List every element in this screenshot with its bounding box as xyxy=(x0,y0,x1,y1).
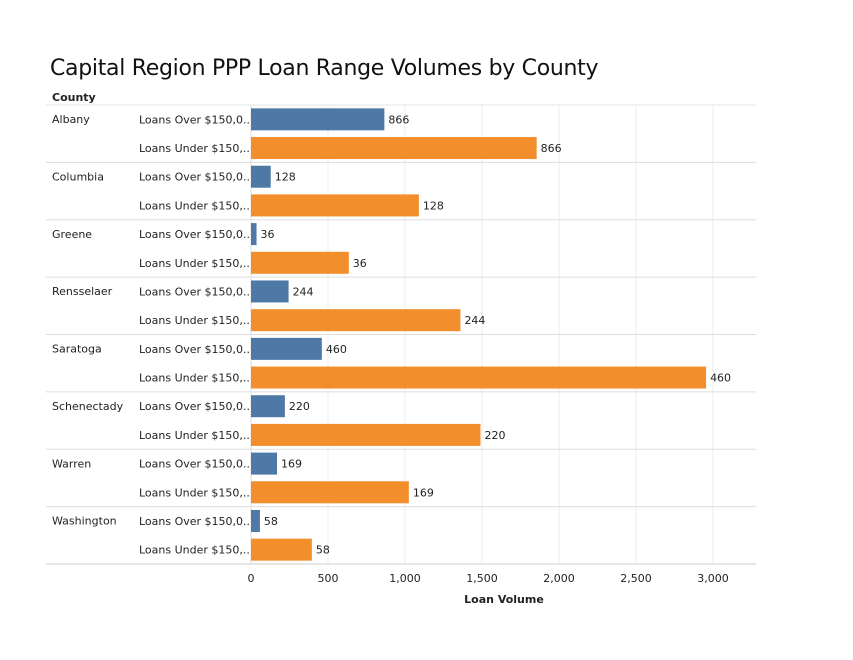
series-label: Loans Over $150,0.. xyxy=(139,343,250,356)
data-label: 220 xyxy=(484,429,505,442)
county-label: Albany xyxy=(52,113,90,126)
x-tick-label: 0 xyxy=(248,572,255,585)
bar-over xyxy=(251,280,289,303)
data-label: 460 xyxy=(710,372,731,385)
bar-over xyxy=(251,337,322,360)
x-tick-label: 1,500 xyxy=(466,572,498,585)
data-label: 244 xyxy=(464,314,485,327)
bar-under xyxy=(251,137,537,160)
series-label: Loans Under $150,.. xyxy=(139,314,250,327)
series-label: Loans Under $150,.. xyxy=(139,486,250,499)
x-tick-label: 1,000 xyxy=(389,572,421,585)
data-label: 36 xyxy=(353,257,367,270)
data-label: 220 xyxy=(289,400,310,413)
data-label: 244 xyxy=(293,285,314,298)
series-label: Loans Over $150,0.. xyxy=(139,458,250,471)
data-label: 460 xyxy=(326,343,347,356)
bar-over xyxy=(251,395,285,418)
series-label: Loans Over $150,0.. xyxy=(139,228,250,241)
data-label: 128 xyxy=(275,171,296,184)
bar-under xyxy=(251,251,349,274)
x-tick-label: 2,000 xyxy=(543,572,575,585)
x-tick-label: 2,500 xyxy=(620,572,652,585)
series-label: Loans Over $150,0.. xyxy=(139,113,250,126)
data-label: 58 xyxy=(316,544,330,557)
series-label: Loans Under $150,.. xyxy=(139,429,250,442)
county-label: Columbia xyxy=(52,170,104,183)
series-label: Loans Over $150,0.. xyxy=(139,171,250,184)
data-label: 866 xyxy=(388,113,409,126)
bar-over xyxy=(251,452,278,475)
series-label: Loans Over $150,0.. xyxy=(139,515,250,528)
bar-under xyxy=(251,366,707,389)
series-label: Loans Over $150,0.. xyxy=(139,285,250,298)
bar-over xyxy=(251,223,257,246)
bar-over xyxy=(251,108,385,131)
data-label: 58 xyxy=(264,515,278,528)
data-label: 36 xyxy=(261,228,275,241)
x-tick-label: 3,000 xyxy=(697,572,729,585)
bar-over xyxy=(251,165,271,188)
data-label: 169 xyxy=(281,458,302,471)
series-label: Loans Under $150,.. xyxy=(139,199,250,212)
bar-under xyxy=(251,481,409,504)
data-label: 866 xyxy=(541,142,562,155)
bar-under xyxy=(251,423,481,446)
bar-under xyxy=(251,538,312,561)
county-label: Warren xyxy=(52,457,91,470)
row-header: County xyxy=(52,91,96,104)
x-tick-label: 500 xyxy=(318,572,339,585)
data-label: 169 xyxy=(413,486,434,499)
series-label: Loans Under $150,.. xyxy=(139,544,250,557)
series-label: Loans Over $150,0.. xyxy=(139,400,250,413)
county-label: Washington xyxy=(52,515,117,528)
series-label: Loans Under $150,.. xyxy=(139,257,250,270)
bar-under xyxy=(251,194,419,217)
county-label: Greene xyxy=(52,228,92,241)
series-label: Loans Under $150,.. xyxy=(139,372,250,385)
bar-over xyxy=(251,509,260,532)
chart-title: Capital Region PPP Loan Range Volumes by… xyxy=(50,56,599,81)
series-label: Loans Under $150,.. xyxy=(139,142,250,155)
bar-under xyxy=(251,309,461,332)
data-label: 128 xyxy=(423,199,444,212)
county-label: Schenectady xyxy=(52,400,124,413)
county-label: Saratoga xyxy=(52,343,102,356)
county-label: Rensselaer xyxy=(52,285,113,298)
x-axis-title: Loan Volume xyxy=(464,593,544,606)
